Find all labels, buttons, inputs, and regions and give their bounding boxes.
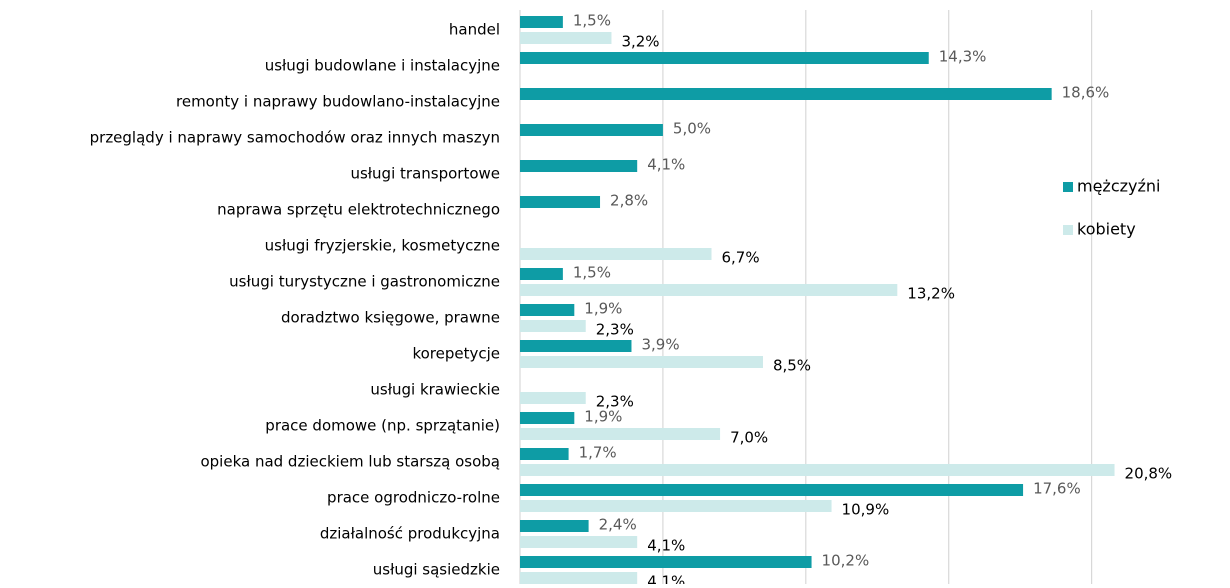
category-label: korepetycje bbox=[412, 345, 500, 363]
category-label: przeglądy i naprawy samochodów oraz inny… bbox=[90, 129, 500, 147]
bar bbox=[520, 88, 1052, 100]
category-label: doradztwo księgowe, prawne bbox=[281, 309, 500, 327]
legend-swatch bbox=[1063, 182, 1073, 192]
bar bbox=[520, 284, 898, 296]
value-label: 18,6% bbox=[1062, 84, 1110, 102]
bar bbox=[520, 392, 586, 404]
bar bbox=[520, 484, 1024, 496]
value-label: 1,7% bbox=[579, 444, 617, 462]
value-label: 14,3% bbox=[939, 48, 987, 66]
category-label: prace domowe (np. sprzątanie) bbox=[265, 417, 500, 435]
value-label: 1,9% bbox=[584, 408, 622, 426]
bar bbox=[520, 464, 1115, 476]
category-label: handel bbox=[449, 21, 500, 39]
bar bbox=[520, 572, 638, 584]
value-label: 7,0% bbox=[730, 429, 768, 447]
value-label: 13,2% bbox=[907, 285, 955, 303]
value-label: 4,1% bbox=[647, 156, 685, 174]
value-label: 10,2% bbox=[822, 552, 870, 570]
bar bbox=[520, 320, 586, 332]
bar bbox=[520, 160, 638, 172]
category-label: remonty i naprawy budowlano-instalacyjne bbox=[176, 93, 500, 111]
bar bbox=[520, 268, 563, 280]
category-label: usługi transportowe bbox=[350, 165, 500, 183]
value-label: 6,7% bbox=[722, 249, 760, 267]
bar bbox=[520, 304, 575, 316]
value-label: 2,4% bbox=[599, 516, 637, 534]
value-label: 4,1% bbox=[647, 537, 685, 555]
value-label: 10,9% bbox=[842, 501, 890, 519]
value-label: 1,5% bbox=[573, 264, 611, 282]
value-label: 2,3% bbox=[596, 393, 634, 411]
category-label: usługi fryzjerskie, kosmetyczne bbox=[265, 237, 500, 255]
value-label: 8,5% bbox=[773, 357, 811, 375]
category-label: usługi krawieckie bbox=[370, 381, 500, 399]
bar bbox=[520, 124, 663, 136]
value-label: 2,8% bbox=[610, 192, 648, 210]
bar bbox=[520, 500, 832, 512]
bar bbox=[520, 448, 569, 460]
category-label: usługi budowlane i instalacyjne bbox=[265, 57, 500, 75]
value-label: 1,9% bbox=[584, 300, 622, 318]
value-label: 1,5% bbox=[573, 12, 611, 30]
bar bbox=[520, 32, 612, 44]
legend-label: kobiety bbox=[1077, 220, 1136, 239]
bar bbox=[520, 248, 712, 260]
bar bbox=[520, 412, 575, 424]
category-label: usługi turystyczne i gastronomiczne bbox=[229, 273, 500, 291]
value-label: 2,3% bbox=[596, 321, 634, 339]
bar bbox=[520, 196, 601, 208]
bar bbox=[520, 536, 638, 548]
value-label: 3,9% bbox=[641, 336, 679, 354]
category-label: działalność produkcyjna bbox=[320, 525, 500, 543]
bar bbox=[520, 556, 812, 568]
value-label: 17,6% bbox=[1033, 480, 1081, 498]
bar bbox=[520, 52, 929, 64]
category-label: naprawa sprzętu elektrotechnicznego bbox=[217, 201, 500, 219]
value-label: 3,2% bbox=[621, 33, 659, 51]
legend-label: mężczyźni bbox=[1077, 177, 1160, 196]
category-label: opieka nad dzieckiem lub starszą osobą bbox=[200, 453, 500, 471]
value-label: 4,1% bbox=[647, 573, 685, 585]
bar bbox=[520, 428, 721, 440]
bar bbox=[520, 520, 589, 532]
category-label: prace ogrodniczo-rolne bbox=[327, 489, 500, 507]
bar bbox=[520, 16, 563, 28]
value-label: 5,0% bbox=[673, 120, 711, 138]
bar bbox=[520, 340, 632, 352]
category-label: usługi sąsiedzkie bbox=[373, 561, 500, 579]
bar bbox=[520, 356, 763, 368]
legend-swatch bbox=[1063, 225, 1073, 235]
value-label: 20,8% bbox=[1125, 465, 1173, 483]
